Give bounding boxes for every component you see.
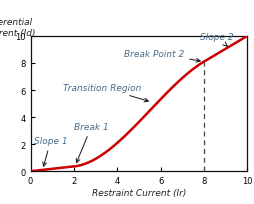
X-axis label: Restraint Current (Ir): Restraint Current (Ir) bbox=[91, 188, 185, 197]
Text: Slope 1: Slope 1 bbox=[34, 137, 67, 166]
Text: Break Point 2: Break Point 2 bbox=[123, 49, 199, 63]
Text: Break 1: Break 1 bbox=[74, 123, 108, 163]
Text: Slope 2: Slope 2 bbox=[199, 33, 232, 47]
Text: Transition Region: Transition Region bbox=[63, 84, 148, 102]
Text: Differential
Current (Id): Differential Current (Id) bbox=[0, 18, 35, 38]
